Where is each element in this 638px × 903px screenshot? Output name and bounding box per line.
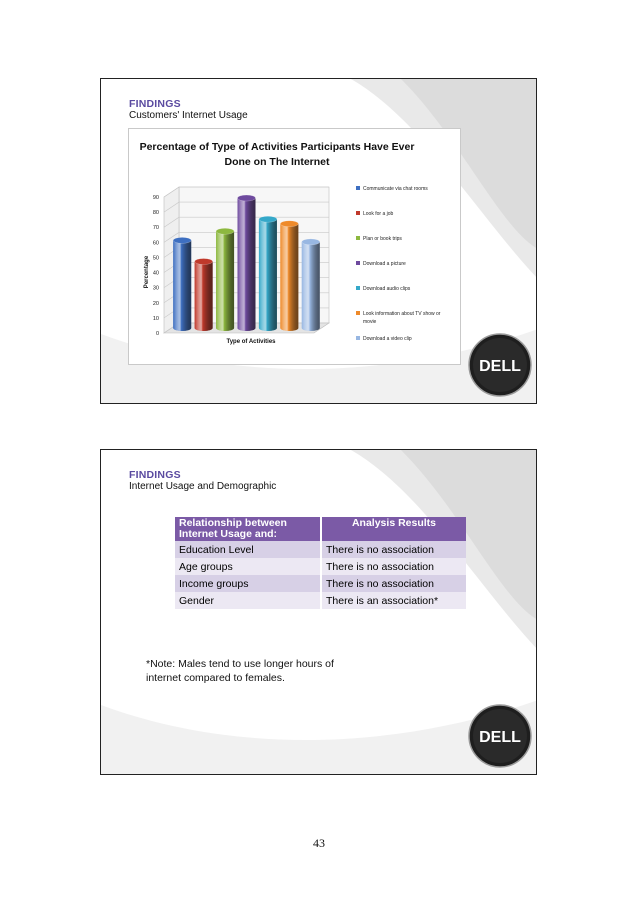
table-cell-result: There is no association xyxy=(321,558,466,575)
legend-swatch xyxy=(356,236,360,240)
background-swoosh xyxy=(101,450,536,774)
bar-top xyxy=(258,215,278,223)
table-header-analysis-results: Analysis Results xyxy=(321,517,466,541)
legend-swatch xyxy=(356,286,360,290)
table-row: Gender There is an association* xyxy=(175,592,466,609)
chart-container: Percentage of Type of Activities Partici… xyxy=(128,128,461,365)
footnote: *Note: Males tend to use longer hours of… xyxy=(146,658,334,684)
gridline xyxy=(163,186,329,198)
legend-swatch xyxy=(356,311,360,315)
legend-item-1: Communicate via chat rooms xyxy=(356,186,428,192)
y-axis-label: Percentage xyxy=(144,255,150,288)
legend-swatch xyxy=(356,261,360,265)
table-cell-result: There is no association xyxy=(321,575,466,592)
table-row: Age groups There is no association xyxy=(175,558,466,575)
y-tick-label: 40 xyxy=(153,271,159,277)
chart-title-line-1: Percentage of Type of Activities Partici… xyxy=(140,141,415,153)
chart-bar-4 xyxy=(237,194,256,331)
bar-top xyxy=(215,228,235,235)
analysis-table: Relationship between Internet Usage and:… xyxy=(175,517,466,609)
bars-layer xyxy=(173,194,320,331)
legend-item-3: Plan or book trips xyxy=(356,236,402,242)
y-tick-label: 70 xyxy=(153,225,159,231)
slide-subtitle: Internet Usage and Demographic xyxy=(129,481,277,492)
y-tick-label: 10 xyxy=(153,316,159,322)
bar-shading xyxy=(237,198,256,331)
legend-item-4: Download a picture xyxy=(356,261,406,267)
y-tick-label: 30 xyxy=(153,286,159,292)
chart-title-line-2: Done on The Internet xyxy=(225,156,331,168)
dell-logo: DELL xyxy=(468,333,532,397)
bar-shading xyxy=(301,241,320,331)
chart-bar-5 xyxy=(258,215,278,331)
table-cell-result: There is no association xyxy=(321,541,466,558)
findings-heading: FINDINGS xyxy=(129,98,181,110)
findings-heading: FINDINGS xyxy=(129,469,181,481)
bar-shading xyxy=(280,223,299,331)
y-tick-label: 80 xyxy=(153,210,159,216)
legend-label: Look information about TV show or xyxy=(363,311,441,317)
table-cell-factor: Age groups xyxy=(175,558,322,575)
y-tick-label: 20 xyxy=(153,301,159,307)
bar-shading xyxy=(194,261,213,331)
x-axis-label: Type of Activities xyxy=(226,339,276,345)
legend-label: Plan or book trips xyxy=(363,236,402,242)
table-header-row: Relationship between Internet Usage and:… xyxy=(175,517,466,541)
background-swoosh xyxy=(101,79,536,403)
bar-top xyxy=(301,238,320,246)
slide-customers-internet-usage: FINDINGS Customers' Internet Usage Perce… xyxy=(100,78,537,404)
activities-bar-chart: Percentage of Type of Activities Partici… xyxy=(140,141,441,345)
table-cell-factor: Education Level xyxy=(175,541,322,558)
bar-shading xyxy=(216,231,235,331)
table-cell-factor: Income groups xyxy=(175,575,322,592)
bar-top xyxy=(237,194,256,202)
legend-item-6: Look information about TV show or movie xyxy=(356,311,441,325)
legend-swatch xyxy=(356,211,360,215)
svg-text:DELL: DELL xyxy=(479,358,521,375)
legend-label: Download a picture xyxy=(363,261,406,267)
chart-bar-6 xyxy=(280,220,299,331)
slide-internet-usage-demographic: FINDINGS Internet Usage and Demographic … xyxy=(100,449,537,775)
legend-label: Download audio clips xyxy=(363,286,411,292)
chart-bar-1 xyxy=(173,237,192,331)
chart-bar-2 xyxy=(194,258,213,331)
legend: Communicate via chat rooms Look for a job… xyxy=(356,186,441,342)
bar-shading xyxy=(258,219,277,331)
slide-subtitle: Customers' Internet Usage xyxy=(129,110,248,121)
table-header-relationship: Relationship between Internet Usage and: xyxy=(175,517,322,541)
bar-top xyxy=(194,258,213,265)
chart-bar-3 xyxy=(215,228,235,331)
table-row: Income groups There is no association xyxy=(175,575,466,592)
gridline xyxy=(163,216,329,228)
table-row: Education Level There is no association xyxy=(175,541,466,558)
legend-label: Download a video clip xyxy=(363,336,412,342)
legend-swatch xyxy=(356,186,360,190)
table-cell-factor: Gender xyxy=(175,592,322,609)
chart-bar-7 xyxy=(301,238,320,331)
bar-top xyxy=(280,220,299,227)
page-number: 43 xyxy=(313,836,325,850)
bar-shading xyxy=(173,240,192,331)
y-tick-label: 50 xyxy=(153,255,159,261)
dell-logo: DELL xyxy=(468,704,532,768)
legend-item-2: Look for a job xyxy=(356,211,394,217)
gridline xyxy=(163,201,329,213)
legend-label: Communicate via chat rooms xyxy=(363,186,428,192)
gridline xyxy=(163,232,329,243)
legend-item-7: Download a video clip xyxy=(356,336,412,342)
legend-item-5: Download audio clips xyxy=(356,286,411,292)
bar-top xyxy=(173,237,192,244)
legend-label: Look for a job xyxy=(363,211,394,217)
y-tick-label: 60 xyxy=(153,240,159,246)
legend-swatch xyxy=(356,336,360,340)
table-cell-result: There is an association* xyxy=(321,592,466,609)
legend-label: movie xyxy=(363,319,377,325)
y-tick-label: 0 xyxy=(156,331,159,337)
svg-text:DELL: DELL xyxy=(479,729,521,746)
y-tick-label: 90 xyxy=(153,195,159,201)
